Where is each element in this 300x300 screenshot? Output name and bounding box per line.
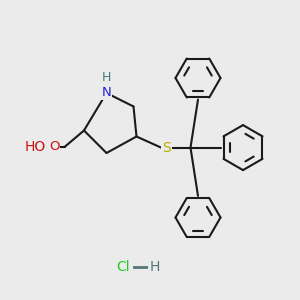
Text: H: H	[102, 71, 111, 84]
Text: H: H	[149, 260, 160, 274]
Text: H: H	[35, 140, 45, 154]
Text: N: N	[102, 86, 111, 100]
Text: O: O	[49, 140, 60, 154]
Text: HO: HO	[25, 140, 46, 154]
Text: S: S	[162, 141, 171, 154]
Text: Cl: Cl	[116, 260, 130, 274]
